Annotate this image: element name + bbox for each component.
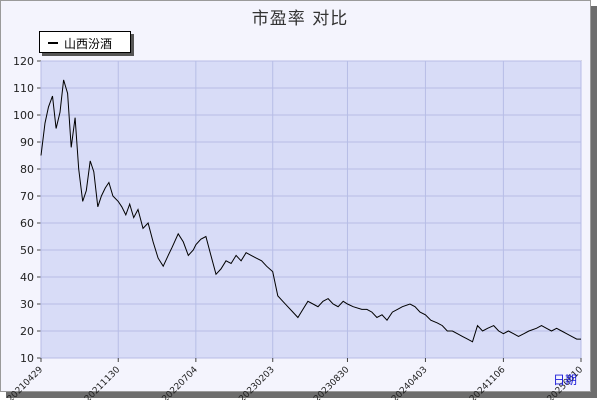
- y-tick-label: 20: [20, 325, 34, 338]
- frame-shadow-bottom: [6, 392, 597, 398]
- x-axis-label: 日期: [553, 373, 578, 387]
- y-tick-label: 10: [20, 352, 34, 365]
- y-tick-label: 90: [20, 136, 34, 149]
- frame-shadow-right: [591, 6, 597, 397]
- y-tick-label: 50: [20, 244, 34, 257]
- y-tick-label: 40: [20, 271, 34, 284]
- x-tick-label: 20220704: [161, 365, 201, 400]
- x-tick-label: 20241106: [468, 365, 508, 400]
- legend-swatch: [48, 42, 58, 44]
- y-tick-label: 70: [20, 190, 34, 203]
- y-tick-label: 80: [20, 163, 34, 176]
- y-tick-label: 110: [13, 82, 34, 95]
- legend: 山西汾酒: [39, 31, 131, 53]
- plot-area: [40, 60, 582, 359]
- legend-label: 山西汾酒: [64, 37, 113, 51]
- chart-title: 市盈率 对比: [251, 9, 349, 29]
- x-tick-label: 20210429: [6, 365, 46, 400]
- x-tick-label: 20230830: [312, 365, 352, 400]
- y-tick-label: 120: [13, 55, 34, 68]
- x-tick-label: 20211130: [83, 365, 123, 400]
- y-tick-label: 100: [13, 109, 34, 122]
- x-tick-label: 20230203: [237, 365, 276, 400]
- y-tick-label: 30: [20, 298, 34, 311]
- y-tick-label: 60: [20, 217, 34, 230]
- x-tick-label: 20240403: [390, 365, 429, 400]
- series-line: [40, 79, 581, 343]
